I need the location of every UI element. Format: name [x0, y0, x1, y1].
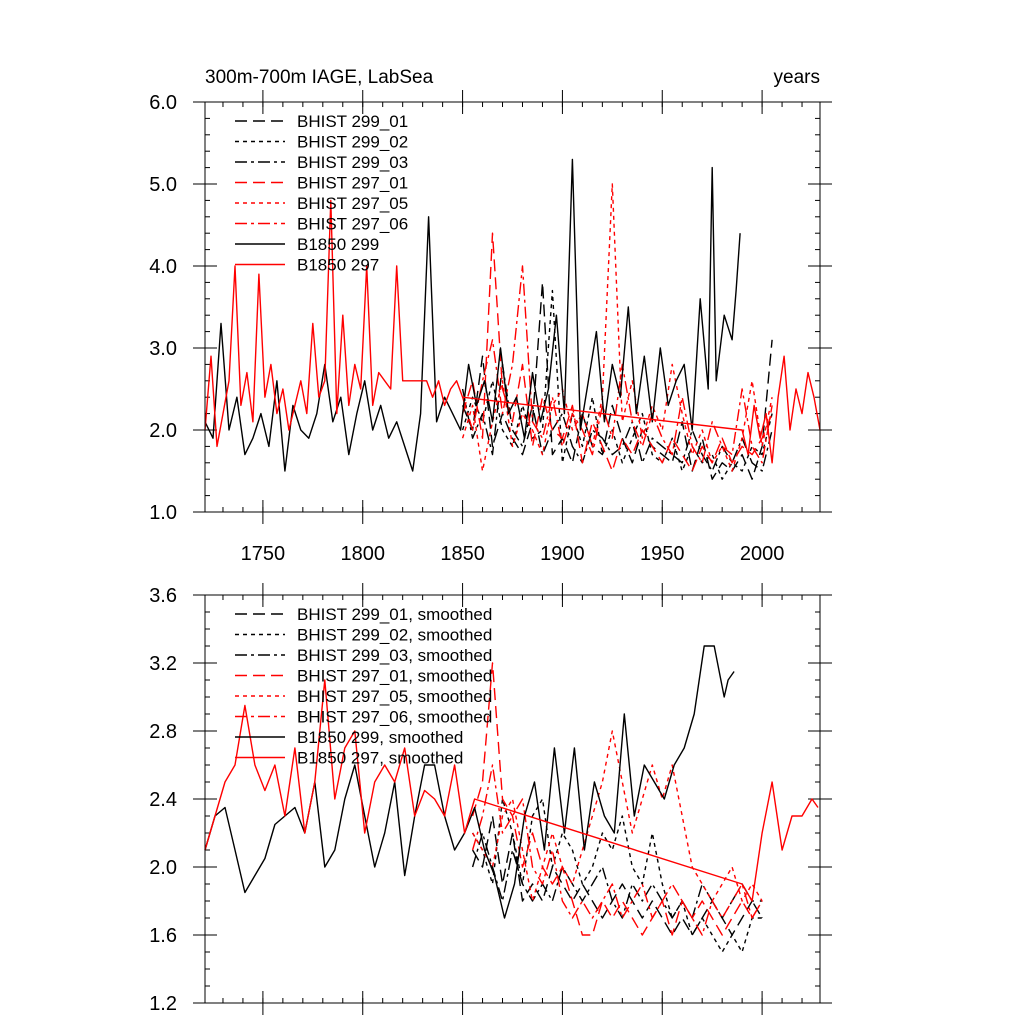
bottom-legend: BHIST 299_01, smoothed BHIST 299_02, smoo… — [235, 605, 492, 768]
legend-label-bhist-297-01-smoothed: BHIST 297_01, smoothed — [297, 667, 492, 686]
legend-label-bhist-297-01: BHIST 297_01 — [297, 174, 408, 193]
top-x-tick-label: 1800 — [340, 543, 385, 565]
bottom-y-tick-label: 1.2 — [149, 993, 177, 1015]
series-line-bhist-299-02-smoothed — [471, 798, 763, 953]
series-line-b1850-297 — [204, 199, 821, 464]
legend-label-bhist-297-06-smoothed: BHIST 297_06, smoothed — [297, 708, 492, 727]
top-panel: 300m-700m IAGE, LabSea years 1750 1800 185… — [149, 67, 832, 565]
series-line-bhist-299-03-smoothed — [471, 832, 763, 919]
legend-label-b1850-299-smoothed: B1850 299, smoothed — [297, 728, 463, 747]
series-line-bhist-297-06 — [461, 265, 773, 464]
legend-label-bhist-299-03: BHIST 299_03 — [297, 153, 408, 172]
bottom-y-tick-label: 2.0 — [149, 857, 177, 879]
top-axis-ticks: 1750 1800 1850 1900 1950 2000 1.0 2.0 3.0 4.0 5.0 6… — [149, 90, 832, 565]
top-y-tick-label: 4.0 — [149, 256, 177, 278]
top-y-tick-label: 2.0 — [149, 420, 177, 442]
bottom-y-tick-label: 2.4 — [149, 789, 177, 811]
top-y-tick-label: 6.0 — [149, 92, 177, 114]
legend-label-bhist-299-02: BHIST 299_02 — [297, 133, 408, 152]
legend-label-bhist-299-02-smoothed: BHIST 299_02, smoothed — [297, 626, 492, 645]
series-line-b1850-297-smoothed — [204, 679, 819, 902]
top-x-tick-label: 1850 — [440, 543, 485, 565]
top-chart-title: 300m-700m IAGE, LabSea — [205, 67, 434, 88]
series-line-bhist-297-05 — [461, 183, 773, 472]
series-line-bhist-297-06-smoothed — [471, 764, 763, 936]
bottom-series-group — [204, 645, 819, 953]
legend-label-b1850-297: B1850 297 — [297, 256, 379, 275]
legend-label-b1850-299: B1850 299 — [297, 235, 379, 254]
series-line-b1850-299 — [204, 158, 741, 472]
legend-label-b1850-297-smoothed: B1850 297, smoothed — [297, 749, 463, 768]
series-line-bhist-299-03 — [461, 363, 773, 472]
top-series-group — [204, 158, 821, 480]
top-x-tick-label: 1950 — [640, 543, 685, 565]
top-x-tick-label: 1750 — [241, 543, 286, 565]
bottom-y-tick-label: 3.2 — [149, 653, 177, 675]
top-y-tick-label: 3.0 — [149, 338, 177, 360]
legend-label-bhist-299-01-smoothed: BHIST 299_01, smoothed — [297, 605, 492, 624]
top-y-tick-label: 5.0 — [149, 174, 177, 196]
bottom-y-tick-label: 2.8 — [149, 721, 177, 743]
bottom-y-tick-label: 1.6 — [149, 925, 177, 947]
top-x-tick-label: 2000 — [740, 543, 785, 565]
series-line-b1850-299-smoothed — [204, 645, 735, 919]
legend-label-bhist-297-06: BHIST 297_06 — [297, 215, 408, 234]
top-chart-units: years — [774, 67, 820, 88]
bottom-y-tick-label: 3.6 — [149, 585, 177, 607]
legend-label-bhist-297-05: BHIST 297_05 — [297, 194, 408, 213]
legend-label-bhist-299-03-smoothed: BHIST 299_03, smoothed — [297, 646, 492, 665]
legend-label-bhist-297-05-smoothed: BHIST 297_05, smoothed — [297, 687, 492, 706]
legend-label-bhist-299-01: BHIST 299_01 — [297, 112, 408, 131]
series-line-bhist-297-01-smoothed — [471, 662, 763, 936]
top-x-tick-label: 1900 — [540, 543, 585, 565]
top-plot-frame — [204, 101, 821, 513]
series-line-bhist-297-01 — [461, 232, 773, 472]
bottom-panel: 1.2 1.6 2.0 2.4 2.8 3.2 3.6 BHIST 299_01, smoo… — [149, 583, 832, 1015]
top-y-tick-label: 1.0 — [149, 502, 177, 524]
bottom-plot-frame — [204, 594, 821, 1004]
